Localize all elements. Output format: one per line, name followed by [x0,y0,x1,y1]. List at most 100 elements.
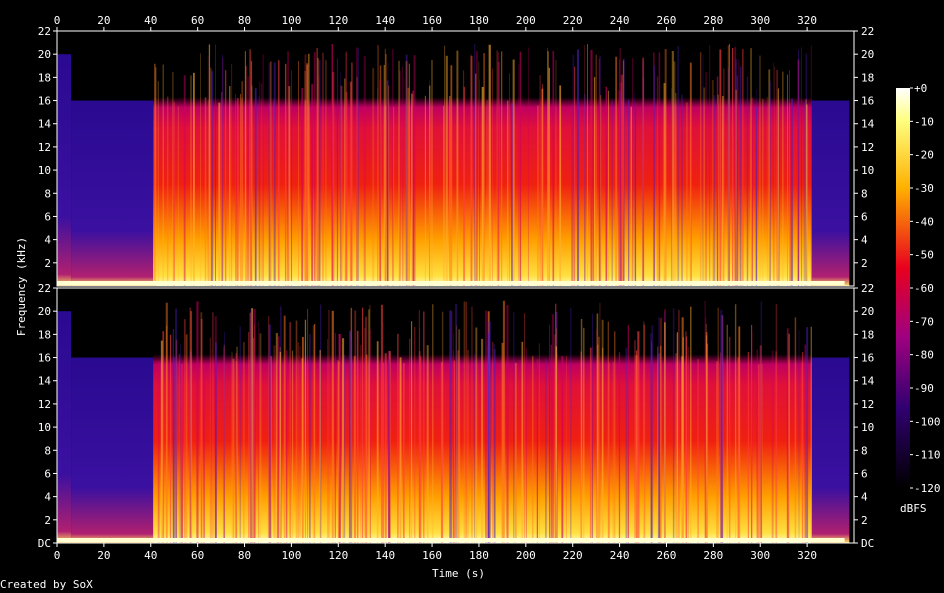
spectral-streak [642,57,645,286]
x-tick-label: 320 [797,549,817,562]
spectral-streak [356,47,357,287]
x-tick-label: 180 [469,549,489,562]
spectral-streak [343,354,346,543]
y-tick-label: 22 [38,282,51,295]
spectral-streak [716,76,719,286]
spectral-streak [317,57,319,286]
spectral-streak [727,45,730,287]
spectral-streak [766,96,768,286]
spectral-streak [735,58,737,286]
spectral-streak [399,357,402,543]
spectral-streak [676,332,678,543]
x-axis-label: Time (s) [432,567,485,580]
spectral-streak [541,88,544,287]
spectral-streak [426,345,429,543]
y-tick-label: 10 [38,164,51,177]
spectral-streak [384,353,387,543]
y-tick-label: 20 [38,305,51,318]
spectral-streak [269,103,270,286]
spectral-streak [531,356,534,543]
spectral-streak [727,68,730,287]
y-tick-label: 20 [861,305,874,318]
spectral-streak [253,325,255,543]
spectral-streak [650,341,653,543]
spectral-streak [570,307,572,543]
panel-border [56,287,855,544]
spectral-streak [231,351,233,543]
spectral-streak [664,49,667,286]
spectral-streak [672,308,675,543]
spectral-streak [598,336,600,543]
spectral-streak [739,66,742,286]
spectral-streak [618,352,621,543]
x-tick-label: 100 [281,14,301,27]
spectral-streak [249,50,252,286]
spectral-streak [576,49,580,286]
spectral-streak [488,44,491,287]
spectral-streak [519,51,522,286]
spectral-streak [392,49,394,287]
colorbar-tick-label: -90 [914,382,934,395]
spectral-streak [787,74,788,287]
spectral-streak [190,75,192,286]
spectral-streak [236,98,239,286]
spectral-streak [462,70,465,286]
spectral-streak [547,51,549,287]
outro-region [811,357,850,543]
spectral-streak [611,99,613,287]
spectral-streak [343,78,346,287]
y-tick-label: 12 [861,398,874,411]
spectral-streak [279,347,281,543]
x-tick-label: 60 [191,14,204,27]
spectral-streak [689,62,692,286]
spectral-streak [204,97,207,287]
spectral-streak [414,327,416,543]
y-tick-label: 18 [38,71,51,84]
spectral-streak [634,340,636,543]
spectral-streak [685,336,688,543]
spectral-streak [643,321,645,543]
colorbar-tick-label: -20 [914,149,934,162]
spectral-streak [467,349,469,543]
spectral-streak [804,344,807,543]
spectral-streak [473,353,476,543]
spectral-streak [292,350,294,543]
spectral-streak [235,94,236,286]
spectral-streak [487,345,489,543]
spectral-streak [443,105,444,286]
spectral-streak [790,98,794,287]
y-tick-label: 22 [861,25,874,38]
spectral-streak [432,304,434,543]
spectral-streak [334,332,336,543]
spectral-streak [760,363,763,543]
spectral-streak [671,51,674,286]
spectral-streak [354,310,357,543]
spectral-streak [506,100,509,286]
colorbar-tick-label: -60 [914,282,934,295]
spectral-streak [312,325,315,543]
spectral-streak [789,103,792,286]
spectral-streak [746,76,749,286]
x-tick-label: 120 [328,14,348,27]
spectral-streak [409,338,411,543]
spectral-streak [681,317,684,543]
spectral-streak [642,77,645,286]
spectral-streak [445,55,448,287]
spectral-streak [365,354,368,543]
y-tick-label: 12 [861,141,874,154]
spectral-streak [345,52,347,286]
spectral-streak [486,99,488,286]
spectral-streak [598,55,602,286]
spectral-streak [236,346,238,543]
spectral-streak [193,72,195,287]
intro-region [71,100,154,286]
colorbar-tick-label: -10 [914,115,934,128]
spectral-streak [252,338,255,543]
spectral-streak [471,306,473,543]
spectral-streak [751,97,753,286]
spectral-streak [656,76,659,286]
spectral-streak [189,307,191,543]
spectral-streak [207,55,209,287]
spectral-streak [658,353,661,543]
spectral-streak [258,321,260,543]
